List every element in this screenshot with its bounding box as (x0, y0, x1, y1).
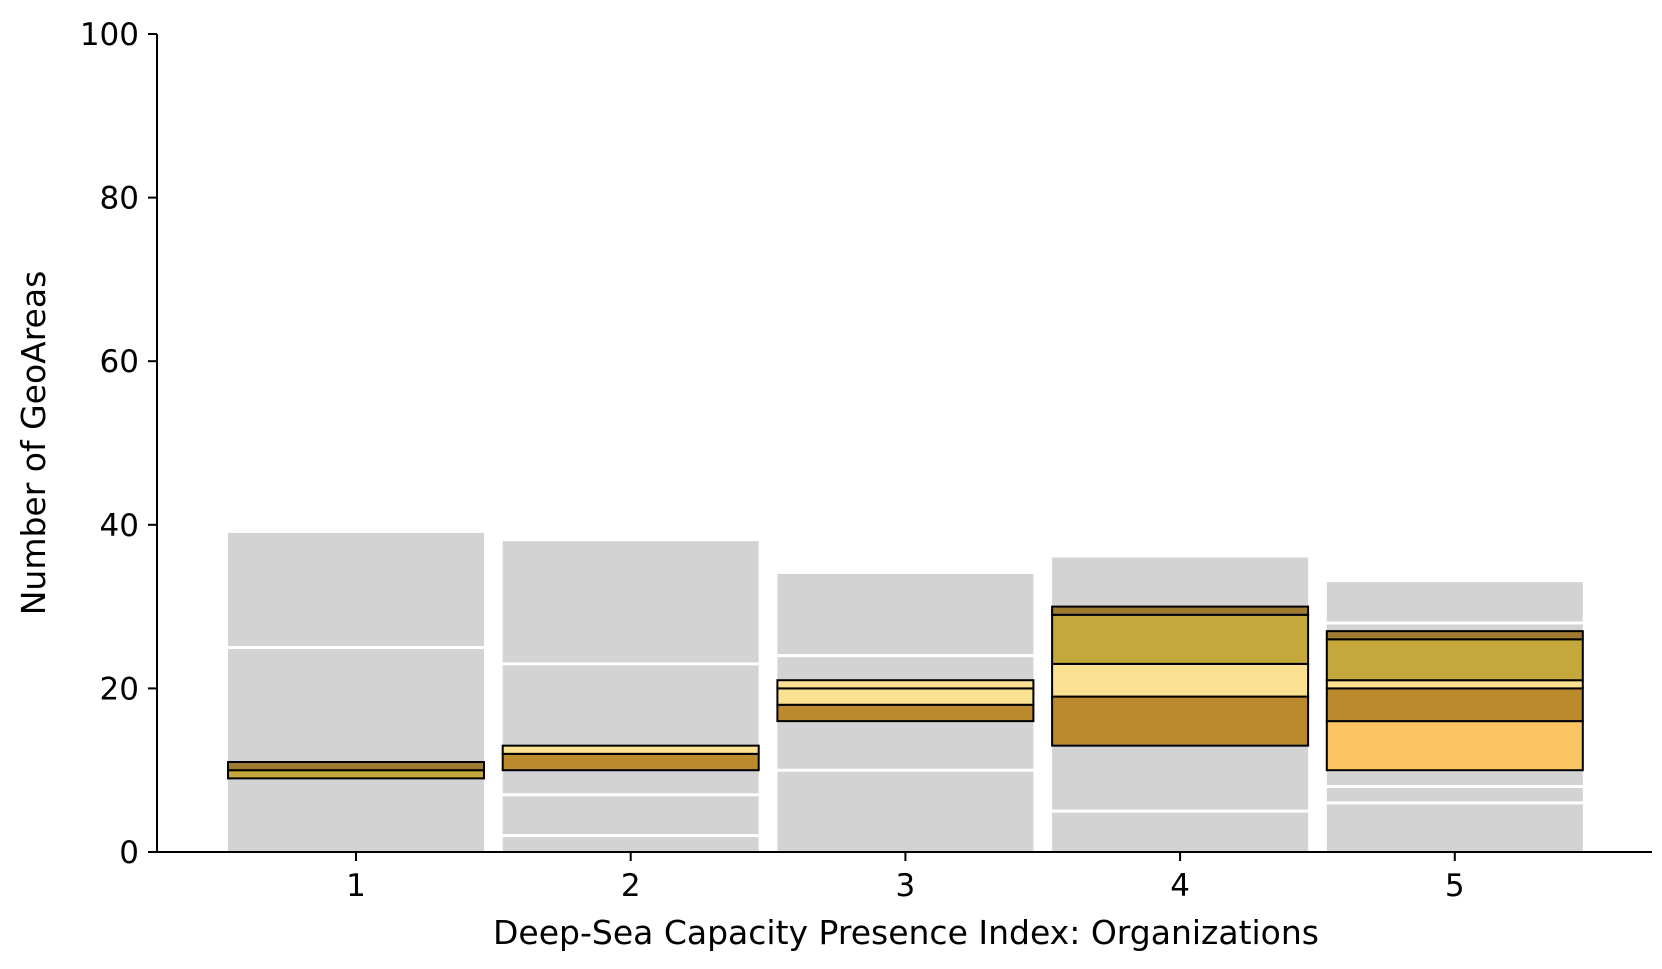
stack-segment-2-2 (501, 744, 760, 755)
x-tick-label-3: 3 (896, 868, 916, 904)
stack-segment-3-1 (776, 703, 1035, 723)
stack-segment-5-5 (1325, 630, 1584, 641)
stack-segment-5-4 (1325, 638, 1584, 682)
y-tick-label-100: 100 (80, 17, 139, 53)
stack-segment-1-1 (227, 769, 485, 780)
stack-segment-5-1 (1325, 720, 1584, 772)
y-tick-label-0: 0 (119, 835, 139, 871)
x-ticks-layer: 1 2 3 4 5 (346, 852, 1465, 904)
stack-segment-2-1 (501, 752, 760, 772)
x-tick-label-1: 1 (346, 868, 366, 904)
background-bar-2 (502, 541, 759, 852)
y-tick-label-20: 20 (100, 671, 139, 707)
background-bar-1 (228, 532, 484, 852)
stack-segment-3-2 (776, 687, 1035, 706)
highlighted-stacks-layer (227, 605, 1584, 780)
y-tick-label-40: 40 (100, 508, 139, 544)
y-tick-label-80: 80 (100, 181, 139, 217)
stack-segment-3-3 (776, 679, 1035, 690)
stack-segment-4-4 (1051, 605, 1310, 616)
y-axis-label: Number of GeoAreas (14, 271, 53, 616)
x-axis-label: Deep-Sea Capacity Presence Index: Organi… (493, 913, 1319, 952)
stack-segment-1-2 (227, 761, 485, 772)
x-tick-label-2: 2 (621, 868, 641, 904)
stack-segment-5-2 (1325, 687, 1584, 723)
stack-segment-4-2 (1051, 662, 1310, 698)
x-tick-label-5: 5 (1445, 868, 1465, 904)
y-ticks-layer: 0 20 40 60 80 100 (80, 17, 157, 871)
y-tick-label-60: 60 (100, 344, 139, 380)
stack-segment-4-3 (1051, 613, 1310, 665)
x-tick-label-4: 4 (1170, 868, 1190, 904)
stack-segment-4-1 (1051, 695, 1310, 747)
stack-segment-5-3 (1325, 679, 1584, 690)
